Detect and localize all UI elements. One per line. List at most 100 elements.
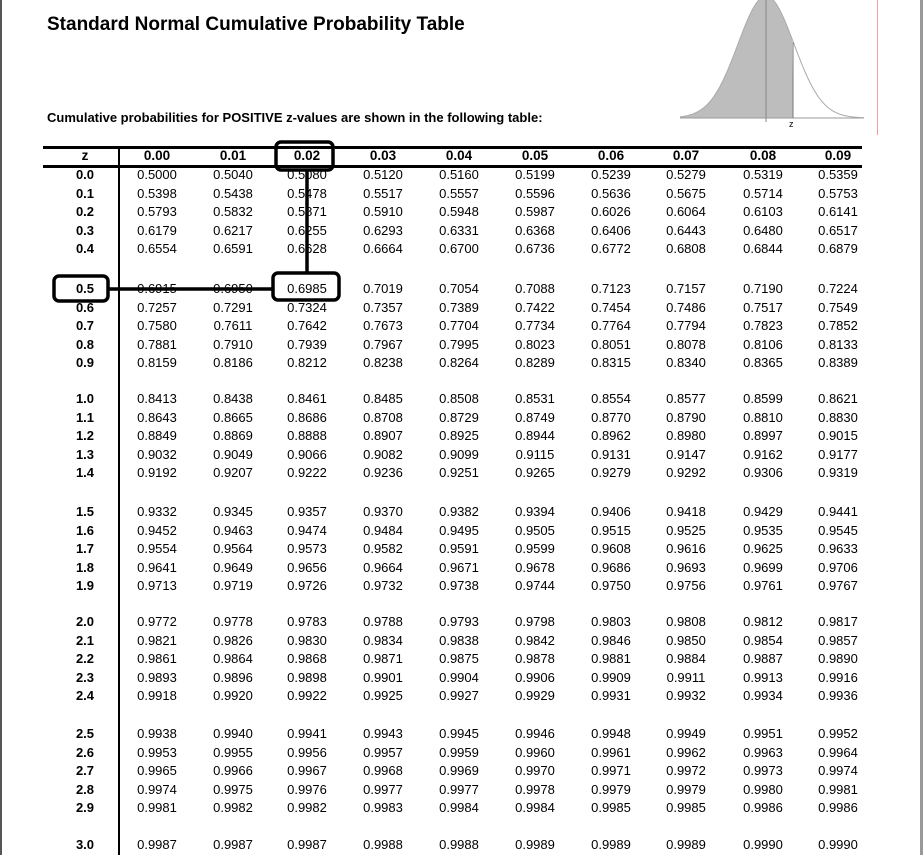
probability-cell: 0.8980 <box>666 428 706 444</box>
probability-cell: 0.7389 <box>439 299 479 315</box>
probability-cell: 0.9960 <box>515 744 555 760</box>
row-z-value: 2.4 <box>75 688 95 704</box>
probability-cell: 0.9265 <box>515 465 555 481</box>
probability-cell: 0.9671 <box>439 559 479 575</box>
probability-cell: 0.8212 <box>287 355 327 371</box>
probability-cell: 0.9955 <box>213 744 253 760</box>
probability-cell: 0.9967 <box>287 763 327 779</box>
row-z-value: 0.3 <box>75 222 95 238</box>
probability-cell: 0.9515 <box>591 522 631 538</box>
probability-cell: 0.9495 <box>439 522 479 538</box>
probability-cell: 0.5636 <box>591 185 631 201</box>
probability-cell: 0.5675 <box>666 185 706 201</box>
probability-cell: 0.9968 <box>363 763 403 779</box>
probability-cell: 0.5557 <box>439 185 479 201</box>
probability-cell: 0.9964 <box>818 744 858 760</box>
probability-cell: 0.5120 <box>363 167 403 182</box>
probability-cell: 0.9798 <box>515 614 555 629</box>
probability-cell: 0.9131 <box>591 446 631 462</box>
row-z-value: 1.6 <box>75 522 95 538</box>
probability-cell: 0.7881 <box>137 336 177 352</box>
row-z-value: 2.8 <box>75 781 95 797</box>
probability-cell: 0.8365 <box>743 355 783 371</box>
probability-cell: 0.9962 <box>666 744 706 760</box>
probability-cell: 0.9382 <box>439 504 479 519</box>
probability-cell: 0.9049 <box>213 446 253 462</box>
probability-cell: 0.6985 <box>287 281 327 296</box>
probability-cell: 0.9982 <box>213 800 253 816</box>
probability-cell: 0.9971 <box>591 763 631 779</box>
probability-cell: 0.9946 <box>515 726 555 741</box>
column-header: 0.02 <box>293 148 321 163</box>
probability-cell: 0.8413 <box>137 391 177 406</box>
probability-cell: 0.9976 <box>287 781 327 797</box>
probability-cell: 0.9941 <box>287 726 327 741</box>
probability-cell: 0.9927 <box>439 688 479 704</box>
probability-cell: 0.9977 <box>439 781 479 797</box>
probability-cell: 0.6517 <box>818 222 858 238</box>
probability-cell: 0.9656 <box>287 559 327 575</box>
probability-cell: 0.9984 <box>439 800 479 816</box>
probability-cell: 0.6368 <box>515 222 555 238</box>
probability-cell: 0.8159 <box>137 355 177 371</box>
probability-cell: 0.8531 <box>515 391 555 406</box>
row-z-value: 1.5 <box>75 504 95 519</box>
probability-cell: 0.9913 <box>743 669 783 685</box>
row-z-value: 0.0 <box>75 167 95 182</box>
probability-cell: 0.9871 <box>363 651 403 667</box>
probability-cell: 0.9699 <box>743 559 783 575</box>
column-header: 0.09 <box>824 148 852 163</box>
probability-cell: 0.5359 <box>818 167 858 182</box>
probability-cell: 0.7852 <box>818 318 858 334</box>
probability-cell: 0.6808 <box>666 241 706 257</box>
probability-cell: 0.5239 <box>591 167 631 182</box>
probability-cell: 0.6026 <box>591 204 631 220</box>
probability-cell: 0.8962 <box>591 428 631 444</box>
probability-cell: 0.7486 <box>666 299 706 315</box>
probability-cell: 0.9959 <box>439 744 479 760</box>
probability-cell: 0.9761 <box>743 578 783 594</box>
probability-cell: 0.6700 <box>439 241 479 257</box>
probability-cell: 0.9693 <box>666 559 706 575</box>
probability-cell: 0.9979 <box>666 781 706 797</box>
probability-cell: 0.6554 <box>137 241 177 257</box>
probability-cell: 0.9573 <box>287 541 327 557</box>
probability-cell: 0.9884 <box>666 651 706 667</box>
probability-cell: 0.5398 <box>137 185 177 201</box>
probability-cell: 0.7517 <box>743 299 783 315</box>
probability-cell: 0.9980 <box>743 781 783 797</box>
probability-cell: 0.9920 <box>213 688 253 704</box>
probability-cell: 0.9890 <box>818 651 858 667</box>
probability-cell: 0.9978 <box>515 781 555 797</box>
probability-cell: 0.9934 <box>743 688 783 704</box>
probability-cell: 0.9945 <box>439 726 479 741</box>
row-z-value: 2.5 <box>75 726 95 741</box>
probability-cell: 0.9973 <box>743 763 783 779</box>
probability-cell: 0.9726 <box>287 578 327 594</box>
probability-cell: 0.9943 <box>363 726 403 741</box>
probability-cell: 0.8485 <box>363 391 403 406</box>
probability-cell: 0.6879 <box>818 241 858 257</box>
probability-cell: 0.9082 <box>363 446 403 462</box>
probability-cell: 0.5793 <box>137 204 177 220</box>
probability-cell: 0.6331 <box>439 222 479 238</box>
probability-cell: 0.7967 <box>363 336 403 352</box>
probability-cell: 0.9582 <box>363 541 403 557</box>
probability-cell: 0.7157 <box>666 281 706 296</box>
probability-cell: 0.7673 <box>363 318 403 334</box>
probability-cell: 0.9989 <box>666 837 706 852</box>
probability-cell: 0.8577 <box>666 391 706 406</box>
probability-cell: 0.8925 <box>439 428 479 444</box>
probability-cell: 0.9222 <box>287 465 327 481</box>
probability-cell: 0.9887 <box>743 651 783 667</box>
probability-cell: 0.9989 <box>591 837 631 852</box>
probability-cell: 0.5871 <box>287 204 327 220</box>
scrollbar-edge[interactable] <box>920 0 923 855</box>
probability-cell: 0.9898 <box>287 669 327 685</box>
probability-cell: 0.9441 <box>818 504 858 519</box>
probability-cell: 0.7019 <box>363 281 403 296</box>
probability-cell: 0.9966 <box>213 763 253 779</box>
probability-cell: 0.9987 <box>137 837 177 852</box>
probability-cell: 0.6443 <box>666 222 706 238</box>
probability-cell: 0.5199 <box>515 167 555 182</box>
